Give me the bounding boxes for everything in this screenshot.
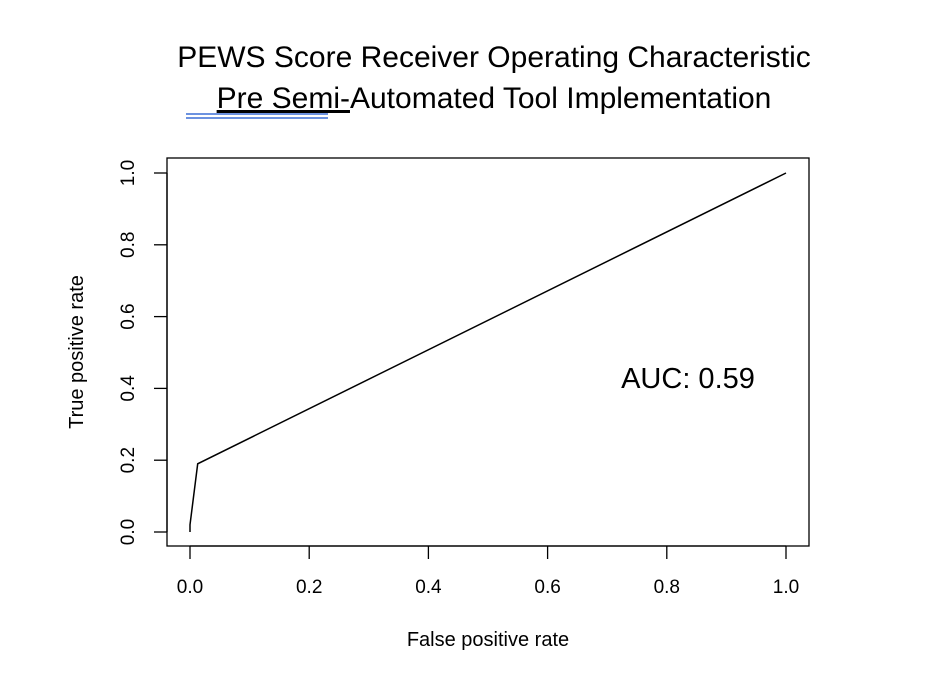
x-tick-label: 0.8 bbox=[654, 577, 680, 598]
chart-title: PEWS Score Receiver Operating Characteri… bbox=[177, 41, 811, 74]
y-tick-label: 0.0 bbox=[118, 519, 139, 545]
x-axis: 0.0 0.2 0.4 0.6 0.8 1.0 bbox=[177, 545, 799, 598]
chart-subtitle: Pre Semi-Automated Tool Implementation bbox=[217, 82, 772, 115]
x-tick-label: 0.4 bbox=[415, 577, 442, 598]
y-tick-label: 0.6 bbox=[118, 303, 139, 329]
y-tick-label: 0.4 bbox=[118, 375, 139, 402]
x-tick-label: 1.0 bbox=[773, 577, 799, 598]
y-tick-label: 0.2 bbox=[118, 447, 139, 473]
subtitle-underlined-part: Pre Semi- bbox=[217, 82, 350, 115]
x-axis-label: False positive rate bbox=[407, 629, 569, 651]
x-tick-label: 0.6 bbox=[534, 577, 560, 598]
y-tick-label: 1.0 bbox=[118, 160, 139, 186]
auc-annotation: AUC: 0.59 bbox=[621, 363, 755, 395]
subtitle-rest-part: Automated Tool Implementation bbox=[350, 82, 771, 115]
plot-frame bbox=[166, 157, 810, 547]
x-tick-label: 0.0 bbox=[177, 577, 203, 598]
y-axis: 0.0 0.2 0.4 0.6 0.8 1.0 bbox=[118, 160, 168, 545]
y-tick-label: 0.8 bbox=[118, 232, 139, 258]
x-tick-label: 0.2 bbox=[296, 577, 322, 598]
y-axis-label: True positive rate bbox=[66, 275, 88, 429]
roc-curve bbox=[189, 172, 787, 532]
